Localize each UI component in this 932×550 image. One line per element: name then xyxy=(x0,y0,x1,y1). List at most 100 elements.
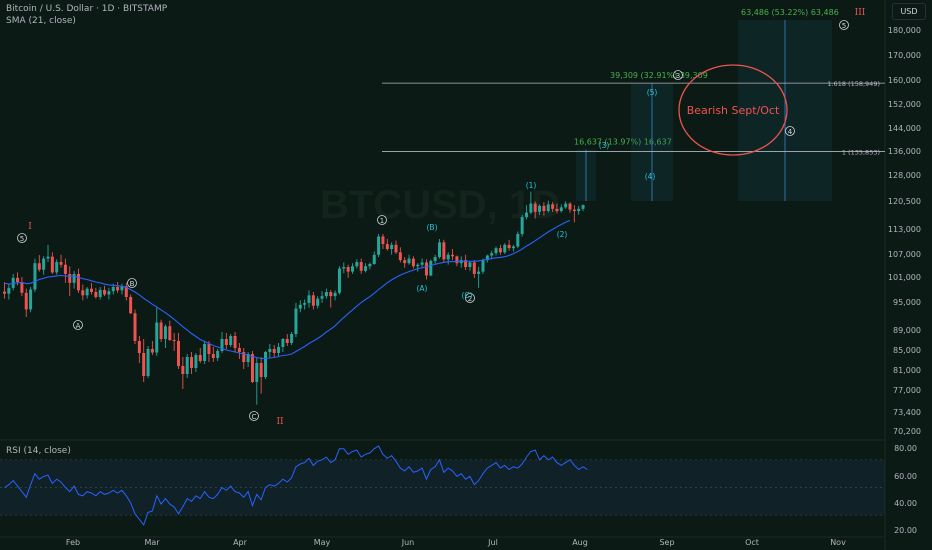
rsi-line xyxy=(4,445,588,526)
candle-body xyxy=(455,256,459,264)
wave-4-ring xyxy=(785,126,795,136)
wave-minor-5: (5) xyxy=(647,88,658,97)
wave-a: A xyxy=(76,322,81,330)
candle-body xyxy=(233,336,237,348)
candle-body xyxy=(572,209,576,212)
currency-button[interactable]: USD xyxy=(892,3,926,20)
wave-c: C xyxy=(252,413,257,421)
candle-body xyxy=(320,296,324,299)
candle-body xyxy=(16,277,20,282)
wave-minor-2: (2) xyxy=(557,230,568,239)
axes: 180,000 170,000 160,000 152,000 144,000 136,0… xyxy=(66,26,921,547)
projection-boxes: 16,637 (13.97%) 16,637 39,309 (32.91%) 39… xyxy=(574,8,839,201)
candle-body xyxy=(355,262,359,267)
candle-body xyxy=(237,348,241,352)
candle-body xyxy=(76,273,80,291)
candle-body xyxy=(146,349,150,376)
candle-body xyxy=(133,313,137,341)
candle-body xyxy=(163,326,167,339)
candle-body xyxy=(511,246,515,249)
price-tick: 180,000 xyxy=(888,26,921,35)
fib-label: 1 (135,853) xyxy=(842,148,880,156)
candle-body xyxy=(424,262,428,276)
candle-body xyxy=(42,258,46,270)
candle-body xyxy=(11,277,15,288)
fib-label: 1.618 (158,949) xyxy=(827,80,880,88)
wave-4: 4 xyxy=(788,128,793,136)
candle-body xyxy=(568,203,572,210)
candle-body xyxy=(24,292,28,310)
candle-body xyxy=(394,244,398,253)
candle-body xyxy=(390,244,394,249)
wave-1-ring xyxy=(377,215,387,225)
candle-body xyxy=(542,205,546,212)
price-tick: 144,000 xyxy=(888,124,921,133)
candle-body xyxy=(324,292,328,297)
candle-body xyxy=(272,349,276,353)
candle-body xyxy=(468,262,472,268)
candle-body xyxy=(333,292,337,297)
candle-body xyxy=(364,266,368,271)
price-tick: 77,000 xyxy=(893,386,921,395)
candles xyxy=(3,191,585,405)
candle-body xyxy=(494,248,498,254)
time-tick: Sep xyxy=(659,538,674,547)
annotation-group: Bearish Sept/Oct xyxy=(678,64,788,156)
candle-body xyxy=(37,263,41,270)
candle-body xyxy=(507,244,511,249)
candle-body xyxy=(498,248,502,253)
candle-body xyxy=(342,267,346,269)
candle-body xyxy=(268,349,272,352)
price-tick: 128,000 xyxy=(888,171,921,180)
candle-body xyxy=(351,266,354,272)
price-tick: 85,000 xyxy=(893,346,921,355)
price-tick: 81,000 xyxy=(893,366,921,375)
wave-c-ring xyxy=(249,411,259,421)
fib-levels: 1.618 (158,949) 1 (135,853) xyxy=(382,80,885,156)
candle-body xyxy=(68,273,72,283)
candle-body xyxy=(555,208,559,212)
candle-body xyxy=(111,287,115,292)
candle-body xyxy=(377,236,381,255)
wave-2: 2 xyxy=(468,295,472,303)
rsi-tick: 40.00 xyxy=(894,499,917,508)
time-tick: Jul xyxy=(487,538,498,547)
wave-minor-4: (4) xyxy=(645,172,656,181)
candle-body xyxy=(307,295,311,303)
candle-body xyxy=(98,289,102,297)
candle-body xyxy=(255,363,259,382)
wave-1: 1 xyxy=(380,217,384,225)
candle-body xyxy=(420,262,424,265)
candle-body xyxy=(190,357,194,368)
candle-body xyxy=(464,260,468,268)
time-tick: Oct xyxy=(745,538,759,547)
price-tick: 136,000 xyxy=(888,147,921,156)
candle-body xyxy=(372,254,376,264)
bearish-annotation: Bearish Sept/Oct xyxy=(687,104,780,117)
candle-body xyxy=(329,292,333,297)
candle-body xyxy=(533,203,537,212)
time-tick: Mar xyxy=(144,538,160,547)
candle-body xyxy=(3,291,6,294)
candle-body xyxy=(546,204,550,212)
price-tick: 89,000 xyxy=(893,326,921,335)
candle-body xyxy=(403,260,407,264)
price-tick: 152,000 xyxy=(888,100,921,109)
projection-label: 63,486 (53.22%) 63,486 xyxy=(741,8,839,17)
candle-body xyxy=(433,257,437,261)
wave-minor-a: (A) xyxy=(417,284,428,293)
projection-label: 16,637 (13.97%) 16,637 xyxy=(574,138,672,147)
candle-body xyxy=(203,344,207,361)
candle-body xyxy=(72,273,76,283)
candle-body xyxy=(85,288,89,296)
chart-panes xyxy=(0,0,886,550)
candle-body xyxy=(316,298,320,306)
candle-body xyxy=(94,292,98,297)
candle-body xyxy=(120,286,124,291)
time-tick: May xyxy=(314,538,331,547)
candle-body xyxy=(259,363,263,377)
candle-body xyxy=(564,203,568,208)
candle-body xyxy=(264,352,267,377)
